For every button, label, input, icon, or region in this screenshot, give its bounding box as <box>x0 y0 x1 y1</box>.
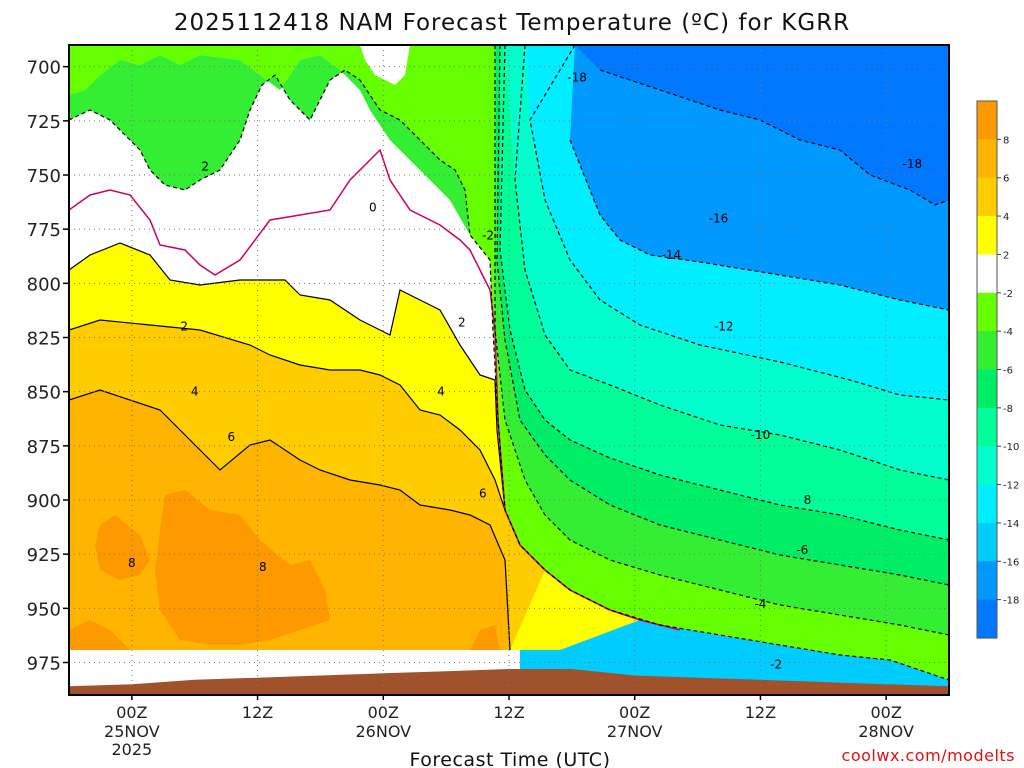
colorbar-label: 2 <box>1003 250 1009 261</box>
colorbar-label: -10 <box>1003 442 1019 453</box>
contour-label: 2 <box>458 315 466 329</box>
y-tick-label: 750 <box>27 166 61 187</box>
contour-label: 4 <box>437 385 445 399</box>
colorbar-swatch <box>977 177 997 217</box>
contour-label: -12 <box>714 320 734 334</box>
contour-label: -2 <box>482 229 494 243</box>
x-tick-date: 28NOV <box>858 722 914 741</box>
x-tick-label: 00Z <box>116 703 147 722</box>
x-tick-date: 26NOV <box>355 722 411 741</box>
colorbar-label: -18 <box>1003 596 1019 607</box>
x-tick-year: 2025 <box>111 740 152 759</box>
surface-ground <box>69 669 949 695</box>
colorbar-swatch <box>977 561 997 601</box>
warm-core-c <box>69 620 130 650</box>
y-tick-label: 875 <box>27 437 61 458</box>
colorbar-swatch <box>977 407 997 447</box>
colorbar-swatch <box>977 599 997 639</box>
contour-label: 2 <box>201 159 209 173</box>
contour-label: 6 <box>228 430 236 444</box>
x-tick-label: 00Z <box>870 703 901 722</box>
colorbar-label: -14 <box>1003 519 1019 530</box>
colorbar-swatch <box>977 369 997 409</box>
cold-band-minus10 <box>505 45 949 480</box>
colorbar-swatch <box>977 522 997 562</box>
colorbar-label: -8 <box>1003 404 1013 415</box>
contour-label: 8 <box>259 560 267 574</box>
contour-label: -18 <box>903 157 923 171</box>
cold-band-minus18 <box>575 45 949 205</box>
colorbar-swatch <box>977 139 997 179</box>
y-tick-label: 975 <box>27 654 61 675</box>
x-tick-label: 12Z <box>242 703 273 722</box>
watermark: coolwx.com/modelts <box>842 746 1015 765</box>
colorbar-label: -12 <box>1003 481 1019 492</box>
cold-band-minus8 <box>500 45 949 540</box>
x-axis-label: Forecast Time (UTC) <box>410 749 611 768</box>
x-tick-date: 25NOV <box>104 722 160 741</box>
y-axis: 700 725 750 775 800 825 850 875 900 925 950 975 <box>27 58 69 675</box>
y-tick-label: 825 <box>27 329 61 350</box>
y-tick-label: 725 <box>27 112 61 133</box>
contour-6 <box>69 389 511 651</box>
colorbar-label: -6 <box>1003 366 1013 377</box>
grid-lines <box>69 45 949 695</box>
warm-core-b <box>155 490 330 645</box>
x-tick-label: 12Z <box>745 703 776 722</box>
colorbar: 8 6 4 2 -2 -4 -6 -8 -10 -12 -14 -16 -18 <box>976 100 1019 639</box>
contour-label: 8 <box>128 556 136 570</box>
contour-0 <box>69 148 681 631</box>
y-tick-label: 700 <box>27 58 61 79</box>
cold-band-minus14b <box>520 45 949 400</box>
contour-label: 8 <box>804 493 812 507</box>
warm-core-a <box>95 515 150 580</box>
x-tick-label: 00Z <box>619 703 650 722</box>
contour-label: -16 <box>709 211 729 225</box>
colorbar-label: -16 <box>1003 557 1019 568</box>
contour-label: -10 <box>751 428 771 442</box>
y-tick-label: 950 <box>27 599 61 620</box>
colorbar-swatch <box>977 101 997 140</box>
contour-label: -4 <box>754 597 766 611</box>
colorbar-swatch <box>977 216 997 256</box>
chart-title: 2025112418 NAM Forecast Temperature (ºC)… <box>174 10 850 36</box>
contour-label: -2 <box>770 658 782 672</box>
colorbar-swatch <box>977 254 997 294</box>
cold-pocket-upper-left <box>69 55 470 235</box>
y-tick-label: 900 <box>27 491 61 512</box>
colorbar-label: 4 <box>1003 212 1009 223</box>
warm-core-d <box>470 625 500 650</box>
y-tick-label: 925 <box>27 545 61 566</box>
colorbar-label: 6 <box>1003 174 1009 185</box>
contour-labels: -18 -18 -16 -14 -12 -10 8 -6 -4 -2 2 0 -2 2 2 4 4 6 6 8 8 <box>128 71 922 672</box>
colorbar-swatch <box>977 446 997 486</box>
cold-band-minus4 <box>490 45 949 635</box>
contour-label: 4 <box>191 385 199 399</box>
y-tick-label: 850 <box>27 383 61 404</box>
colorbar-swatch <box>977 292 997 332</box>
contour-label: 2 <box>180 320 188 334</box>
contour-label: -18 <box>567 71 587 85</box>
colorbar-swatch <box>977 484 997 524</box>
x-tick-date: 27NOV <box>607 722 663 741</box>
contour-label: 6 <box>479 487 487 501</box>
x-tick-label: 12Z <box>493 703 524 722</box>
colorbar-swatch <box>977 331 997 371</box>
contour-4 <box>69 319 546 571</box>
contour-label: 0 <box>369 201 377 215</box>
colorbar-label: -2 <box>1003 289 1013 300</box>
y-tick-label: 800 <box>27 274 61 295</box>
y-tick-label: 775 <box>27 220 61 241</box>
colorbar-label: 8 <box>1003 135 1009 146</box>
contour-label: -6 <box>796 543 808 557</box>
x-tick-label: 00Z <box>368 703 399 722</box>
cold-band-minus6 <box>495 45 949 585</box>
colorbar-label: -4 <box>1003 327 1013 338</box>
contour-label: -14 <box>662 248 682 262</box>
plot-area: -18 -18 -16 -14 -12 -10 8 -6 -4 -2 2 0 -2 2 2 4 4 6 6 8 8 <box>69 45 949 695</box>
